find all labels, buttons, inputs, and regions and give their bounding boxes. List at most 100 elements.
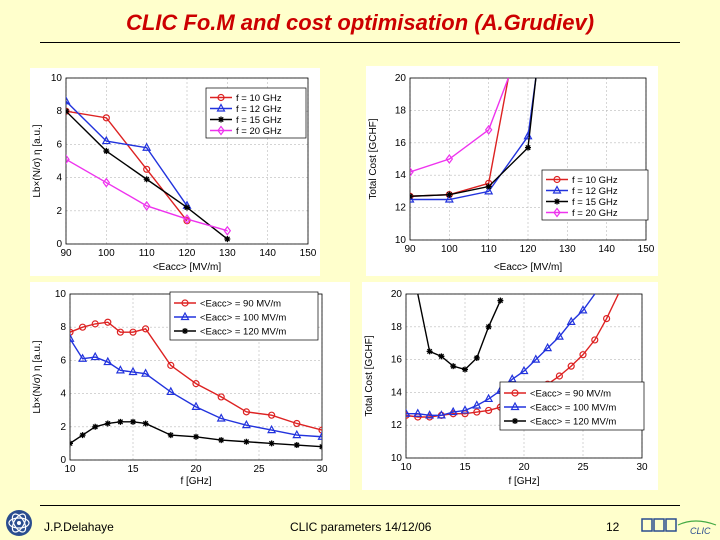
y-tick-label: 16 bbox=[391, 355, 403, 366]
y-tick-label: 10 bbox=[55, 289, 67, 300]
data-point bbox=[293, 419, 301, 428]
page-number: 12 bbox=[606, 520, 620, 534]
y-tick-label: 14 bbox=[391, 387, 403, 398]
series-line bbox=[417, 293, 502, 371]
series-3 bbox=[410, 77, 509, 177]
x-tick-label: 100 bbox=[441, 244, 458, 255]
y-tick-label: 16 bbox=[395, 138, 407, 149]
data-point bbox=[473, 408, 481, 416]
slide-title: CLIC Fo.M and cost optimisation (A.Grudi… bbox=[125, 10, 595, 35]
x-tick-label: 10 bbox=[400, 462, 412, 473]
data-point bbox=[129, 328, 137, 336]
data-point bbox=[142, 200, 151, 211]
data-point bbox=[292, 429, 302, 439]
x-tick-label: 20 bbox=[518, 462, 530, 473]
data-point bbox=[79, 432, 86, 439]
data-point bbox=[92, 423, 99, 430]
data-point bbox=[102, 177, 111, 188]
legend-marker bbox=[180, 311, 190, 321]
series-3 bbox=[66, 154, 232, 236]
x-axis-label: <Eacc> [MV/m] bbox=[494, 262, 563, 273]
data-point bbox=[531, 354, 541, 363]
legend-label: <Eacc> = 100 MV/m bbox=[530, 403, 616, 414]
data-point bbox=[184, 204, 190, 211]
legend-label: f = 12 GHz bbox=[236, 104, 282, 115]
x-tick-label: 15 bbox=[127, 464, 139, 475]
y-tick-label: 8 bbox=[56, 106, 62, 117]
data-point bbox=[241, 419, 251, 429]
data-point bbox=[485, 323, 492, 330]
cost-vs-frequency-svg: 10 15 20 25 30 10 12 14 16 18 20 f [GHz] Total Cost … bbox=[364, 289, 648, 487]
legend-marker bbox=[217, 125, 225, 136]
data-point bbox=[567, 362, 575, 370]
axes-frame bbox=[409, 77, 647, 241]
data-point bbox=[217, 393, 225, 401]
fom-vs-frequency-chart: 10 15 20 25 30 0 2 4 6 8 10 f [GHz] Lb×(N/σ) η [a.u.… bbox=[30, 282, 350, 490]
legend-label: f = 10 GHz bbox=[572, 175, 618, 186]
x-tick-label: 140 bbox=[259, 248, 276, 259]
data-point bbox=[268, 440, 275, 447]
series-2 bbox=[417, 293, 504, 373]
y-tick-label: 8 bbox=[60, 322, 66, 333]
y-tick-label: 12 bbox=[395, 203, 407, 214]
data-point bbox=[473, 354, 480, 361]
x-tick-label: 130 bbox=[559, 244, 576, 255]
legend-marker bbox=[512, 418, 518, 424]
legend-marker bbox=[554, 198, 560, 205]
legend-label: f = 15 GHz bbox=[572, 197, 618, 208]
y-tick-label: 6 bbox=[60, 355, 66, 366]
y-tick-label: 0 bbox=[60, 455, 66, 466]
data-point bbox=[143, 176, 150, 183]
data-point bbox=[91, 320, 99, 328]
y-tick-label: 14 bbox=[395, 170, 407, 181]
footer-author: J.P.Delahaye bbox=[44, 520, 114, 534]
data-point bbox=[70, 440, 73, 447]
data-point bbox=[242, 408, 250, 416]
data-point bbox=[102, 114, 110, 122]
data-point bbox=[460, 405, 470, 414]
clic-logo-text: CLIC bbox=[690, 526, 711, 536]
data-point bbox=[436, 410, 446, 419]
y-tick-label: 18 bbox=[391, 322, 403, 333]
data-point bbox=[167, 361, 175, 369]
data-point bbox=[578, 305, 588, 314]
x-tick-label: 110 bbox=[139, 248, 155, 259]
x-tick-label: 120 bbox=[520, 244, 537, 255]
legend-label: f = 12 GHz bbox=[572, 186, 618, 197]
x-tick-label: 140 bbox=[598, 244, 615, 255]
data-point bbox=[90, 351, 100, 361]
legend-label: <Eacc> = 100 MV/m bbox=[200, 313, 286, 324]
cost-vs-frequency-chart: 10 15 20 25 30 10 12 14 16 18 20 f [GHz] Total Cost … bbox=[362, 282, 658, 490]
legend-label: <Eacc> = 90 MV/m bbox=[200, 299, 281, 310]
data-point bbox=[224, 236, 231, 243]
series-line bbox=[410, 77, 537, 201]
clic-logo-icon: CLIC bbox=[641, 518, 717, 536]
data-point bbox=[410, 166, 414, 177]
data-point bbox=[555, 372, 563, 380]
x-tick-label: 10 bbox=[64, 464, 76, 475]
data-point bbox=[128, 366, 138, 376]
data-point bbox=[485, 183, 492, 190]
data-point bbox=[66, 95, 71, 105]
series-1 bbox=[70, 333, 322, 440]
data-point bbox=[444, 194, 454, 203]
data-point bbox=[446, 191, 453, 198]
x-tick-label: 150 bbox=[300, 248, 317, 259]
data-point bbox=[142, 420, 149, 427]
data-point bbox=[193, 433, 199, 440]
series-line bbox=[66, 100, 188, 207]
data-point bbox=[484, 124, 493, 135]
data-point bbox=[425, 410, 435, 419]
data-point bbox=[183, 214, 191, 225]
data-point bbox=[497, 297, 504, 304]
x-tick-label: 110 bbox=[481, 244, 497, 255]
y-tick-label: 0 bbox=[56, 239, 62, 250]
x-tick-label: 90 bbox=[60, 248, 72, 259]
footer-event: CLIC parameters 14/12/06 bbox=[290, 520, 432, 534]
data-point bbox=[462, 366, 468, 373]
legend-marker bbox=[511, 389, 519, 397]
data-point bbox=[167, 432, 174, 439]
data-point bbox=[103, 356, 113, 366]
